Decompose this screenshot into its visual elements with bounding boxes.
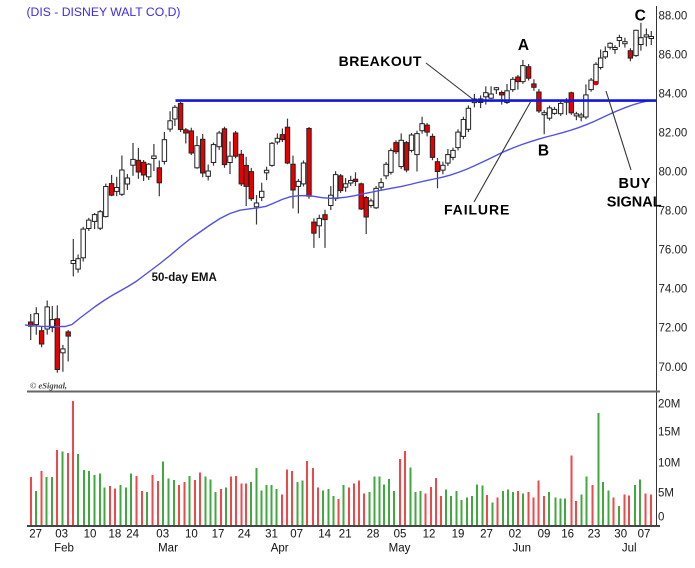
svg-text:09: 09 (538, 529, 551, 541)
svg-text:03: 03 (55, 529, 68, 541)
svg-text:10: 10 (84, 529, 97, 541)
svg-text:27: 27 (480, 529, 493, 541)
svg-text:28: 28 (367, 529, 380, 541)
svg-text:24: 24 (126, 529, 139, 541)
svg-text:A: A (518, 37, 529, 54)
svg-text:84.00: 84.00 (659, 88, 688, 100)
svg-text:Jun: Jun (513, 543, 532, 555)
svg-text:SIGNAL: SIGNAL (607, 194, 662, 210)
svg-text:5M: 5M (658, 488, 674, 500)
svg-text:86.00: 86.00 (659, 49, 688, 61)
svg-text:74.00: 74.00 (659, 284, 688, 296)
svg-text:30: 30 (614, 529, 627, 541)
svg-text:23: 23 (588, 529, 601, 541)
svg-text:15M: 15M (658, 426, 680, 438)
svg-text:Mar: Mar (158, 543, 178, 555)
svg-text:16: 16 (561, 529, 574, 541)
svg-text:82.00: 82.00 (659, 127, 688, 139)
svg-text:14: 14 (318, 529, 331, 541)
svg-text:© eSignal,: © eSignal, (30, 380, 67, 390)
svg-text:07: 07 (290, 529, 303, 541)
svg-text:03: 03 (156, 529, 169, 541)
svg-text:24: 24 (238, 529, 251, 541)
svg-text:12: 12 (423, 529, 436, 541)
svg-text:BUY: BUY (618, 176, 651, 192)
svg-text:19: 19 (452, 529, 465, 541)
svg-text:BREAKOUT: BREAKOUT (339, 53, 422, 69)
svg-text:72.00: 72.00 (659, 323, 688, 335)
svg-text:70.00: 70.00 (659, 362, 688, 374)
svg-text:Feb: Feb (54, 543, 74, 555)
svg-text:17: 17 (212, 529, 225, 541)
svg-text:0: 0 (658, 512, 664, 524)
svg-text:C: C (635, 8, 646, 25)
svg-text:18: 18 (109, 529, 122, 541)
svg-text:76.00: 76.00 (659, 245, 688, 257)
svg-text:21: 21 (339, 529, 352, 541)
svg-text:50-day EMA: 50-day EMA (152, 272, 217, 284)
svg-text:FAILURE: FAILURE (444, 201, 510, 217)
svg-text:78.00: 78.00 (659, 206, 688, 218)
svg-text:May: May (389, 543, 411, 555)
svg-text:02: 02 (509, 529, 522, 541)
svg-text:80.00: 80.00 (659, 167, 688, 179)
svg-text:88.00: 88.00 (659, 10, 688, 22)
svg-text:Jul: Jul (622, 543, 637, 555)
svg-text:B: B (538, 143, 549, 160)
svg-text:Apr: Apr (271, 543, 289, 555)
svg-text:27: 27 (29, 529, 42, 541)
svg-text:(DIS - DISNEY WALT CO,D): (DIS - DISNEY WALT CO,D) (27, 5, 181, 19)
svg-text:20M: 20M (658, 398, 680, 410)
svg-text:10M: 10M (658, 457, 680, 469)
svg-text:05: 05 (394, 529, 407, 541)
svg-text:07: 07 (638, 529, 651, 541)
svg-text:10: 10 (185, 529, 198, 541)
svg-text:31: 31 (265, 529, 278, 541)
